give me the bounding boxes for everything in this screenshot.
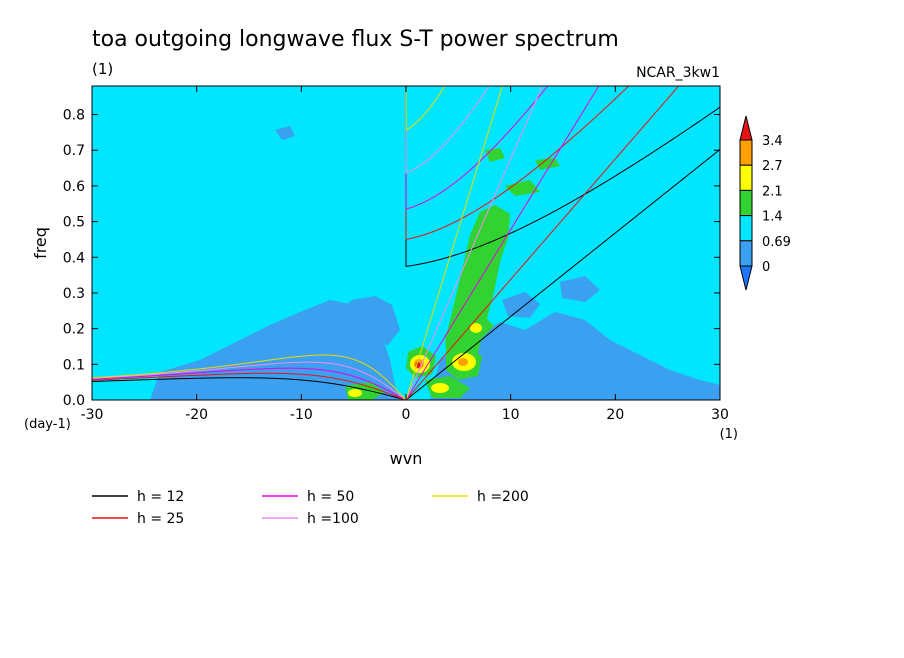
y-tick-label: 0.0 <box>63 393 85 409</box>
contour-blue-patch-3 <box>275 126 295 140</box>
colorbar-segment <box>739 189 753 217</box>
legend-label: h = 50 <box>307 489 354 505</box>
x-tick-label: 0 <box>402 407 411 423</box>
x-tick-label: 30 <box>711 407 729 423</box>
kelvin-curve <box>405 86 503 400</box>
contour-yellow-patch-5 <box>348 389 362 397</box>
inertia-gravity-curve <box>405 86 549 210</box>
y-tick-label: 0.8 <box>63 108 85 124</box>
x-tick-label: 20 <box>606 407 624 423</box>
y-tick-label: 0.6 <box>63 179 85 195</box>
inertia-gravity-curve <box>405 86 720 267</box>
contour-blue-region-east <box>430 312 720 400</box>
legend-label: h = 25 <box>137 511 184 527</box>
x-tick-label: -10 <box>290 407 313 423</box>
colorbar: 0 0.69 1.4 2.1 2.7 3.4 <box>739 115 791 291</box>
chart-subtitle-right: NCAR_3kw1 <box>636 65 720 81</box>
dispersion-curves <box>92 86 720 400</box>
x-axis-label: wvn <box>390 449 423 468</box>
contour-orange-patch-2 <box>458 358 468 366</box>
x-tick-label: 10 <box>502 407 520 423</box>
colorbar-segment <box>739 139 753 166</box>
contour-yellow-patch-4 <box>470 323 482 333</box>
kelvin-curve <box>405 86 680 400</box>
y-tick-label: 0.3 <box>63 286 85 302</box>
contour-green-patch-3 <box>535 158 560 170</box>
legend-label: h =100 <box>307 511 359 527</box>
colorbar-label: 0.69 <box>762 235 791 250</box>
y-tick-label: 0.1 <box>63 357 85 373</box>
chart-title: toa outgoing longwave flux S-T power spe… <box>92 27 619 52</box>
y-axis-units: (day-1) <box>24 417 71 432</box>
kelvin-curve <box>405 86 543 400</box>
contour-green-patch-2 <box>505 180 540 196</box>
colorbar-label: 1.4 <box>762 210 783 225</box>
y-tick-label: 0.7 <box>63 143 85 159</box>
x-axis-units: (1) <box>720 427 738 442</box>
rossby-curve <box>92 367 407 400</box>
colorbar-arrow-top <box>739 115 753 141</box>
rossby-curve <box>92 361 407 400</box>
rossby-curve <box>92 354 407 400</box>
legend-label: h =200 <box>477 489 529 505</box>
x-axis-ticks: -30 -20 -10 0 10 20 30 <box>81 86 729 423</box>
colorbar-segment <box>739 164 753 191</box>
x-tick-label: -20 <box>185 407 208 423</box>
kelvin-curve <box>405 149 720 400</box>
colorbar-segment <box>739 215 753 242</box>
inertia-gravity-curve <box>405 86 446 131</box>
rossby-curve <box>92 372 407 400</box>
inertia-gravity-curve <box>405 86 490 174</box>
colorbar-arrow-bottom <box>739 265 753 291</box>
contour-blue-patch-1 <box>502 292 540 318</box>
inertia-gravity-curve <box>405 86 630 241</box>
colorbar-label: 0 <box>762 260 770 275</box>
colorbar-segment <box>739 240 753 267</box>
contour-green-kelvin-band <box>445 205 510 372</box>
chart-subtitle-left: (1) <box>92 60 113 78</box>
contour-yellow-patch-3 <box>431 383 449 393</box>
colorbar-label: 2.1 <box>762 184 783 199</box>
kelvin-curve <box>405 86 600 400</box>
rossby-curve <box>92 377 407 400</box>
y-axis-label: freq <box>31 227 50 259</box>
plot-area: -30 -20 -10 0 10 20 30 0.00.10.20.30.40.50.60.… <box>63 85 729 423</box>
contour-blue-patch-2 <box>560 276 600 302</box>
contour-blue-region-mid <box>330 296 400 345</box>
y-tick-label: 0.5 <box>63 215 85 231</box>
legend: h = 12 h = 25 h = 50 h =100 h =200 <box>92 489 529 527</box>
y-tick-label: 0.4 <box>63 250 85 266</box>
x-tick-label: -30 <box>81 407 104 423</box>
y-axis-ticks: 0.0 0.1 0.2 0.3 0.4 0.5 0.6 0.7 0.8 <box>63 108 720 409</box>
colorbar-label: 3.4 <box>762 134 783 149</box>
legend-label: h = 12 <box>137 489 184 505</box>
colorbar-label: 2.7 <box>762 159 783 174</box>
y-tick-label: 0.2 <box>63 322 85 338</box>
